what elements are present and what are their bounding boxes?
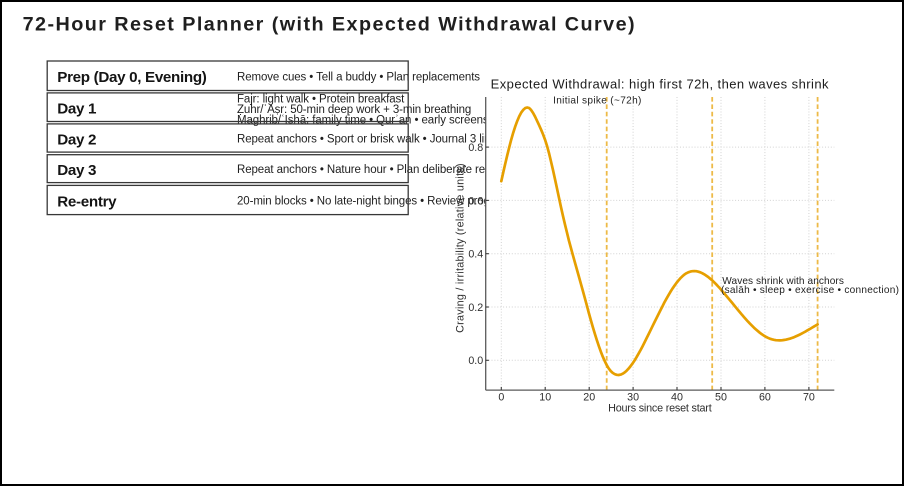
svg-text:Fajr: light walk • Protein bre: Fajr: light walk • Protein breakfast — [237, 93, 405, 105]
svg-text:Repeat anchors • Sport or bris: Repeat anchors • Sport or brisk walk • J… — [237, 134, 503, 146]
svg-text:Day 3: Day 3 — [57, 162, 96, 179]
svg-text:Expected Withdrawal: high firs: Expected Withdrawal: high first 72h, the… — [491, 77, 829, 92]
svg-text:0.6: 0.6 — [468, 195, 483, 207]
svg-text:Prep (Day 0, Evening): Prep (Day 0, Evening) — [57, 69, 206, 86]
svg-text:0.2: 0.2 — [468, 302, 483, 314]
svg-text:Repeat anchors • Nature hour •: Repeat anchors • Nature hour • Plan deli… — [237, 164, 514, 176]
svg-text:20-min blocks • No late-night: 20-min blocks • No late-night binges • R… — [237, 196, 512, 208]
svg-text:60: 60 — [759, 392, 771, 404]
svg-text:10: 10 — [539, 392, 551, 404]
svg-text:20: 20 — [583, 392, 595, 404]
svg-text:Waves shrink with anchors: Waves shrink with anchors — [722, 276, 844, 287]
svg-text:0.4: 0.4 — [468, 249, 483, 261]
svg-text:0.8: 0.8 — [468, 142, 483, 154]
svg-text:Day 2: Day 2 — [57, 131, 96, 148]
svg-text:40: 40 — [671, 392, 683, 404]
svg-text:Remove cues • Tell a buddy • P: Remove cues • Tell a buddy • Plan replac… — [237, 71, 480, 83]
svg-text:0: 0 — [498, 392, 504, 404]
svg-text:Ẓuhr/ʿAṣr: 50-min deep work +: Ẓuhr/ʿAṣr: 50-min deep work + 3-min brea… — [237, 104, 471, 116]
svg-text:Re-entry: Re-entry — [57, 193, 117, 210]
svg-text:(salāh • sleep • exercise • co: (salāh • sleep • exercise • connection) — [721, 285, 899, 296]
svg-text:72-Hour Reset Planner (with Ex: 72-Hour Reset Planner (with Expected Wit… — [23, 14, 636, 36]
svg-text:Initial spike (~72h): Initial spike (~72h) — [553, 96, 642, 107]
svg-text:50: 50 — [715, 392, 727, 404]
svg-text:Day 1: Day 1 — [57, 101, 97, 118]
svg-text:Hours since reset start: Hours since reset start — [608, 403, 712, 415]
svg-text:Maghrib/ʿIshā: family time • Q: Maghrib/ʿIshā: family time • Qurʾan • ea… — [237, 115, 505, 127]
svg-text:30: 30 — [627, 392, 639, 404]
svg-text:Craving / irritability (relati: Craving / irritability (relative units) — [454, 163, 466, 333]
svg-text:70: 70 — [803, 392, 815, 404]
svg-text:0.0: 0.0 — [468, 355, 483, 367]
